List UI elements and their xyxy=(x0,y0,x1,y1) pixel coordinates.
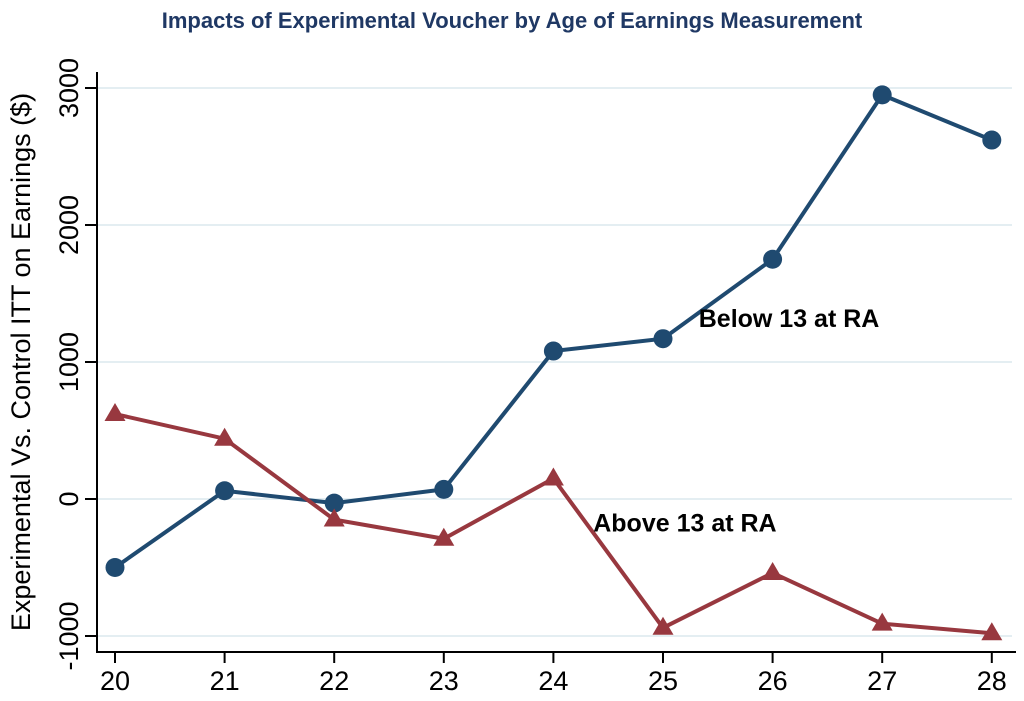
x-tick-label: 20 xyxy=(100,666,130,696)
data-point-circle-below-13-at-ra xyxy=(872,85,892,105)
x-tick-label: 25 xyxy=(648,666,678,696)
chart-title: Impacts of Experimental Voucher by Age o… xyxy=(161,8,863,33)
data-point-triangle-above-13-at-ra xyxy=(871,612,893,631)
y-tick-label: 2000 xyxy=(54,195,84,255)
y-tick-label: 3000 xyxy=(54,58,84,118)
series-label-above-13-at-ra: Above 13 at RA xyxy=(593,509,776,537)
x-tick-label: 23 xyxy=(429,666,459,696)
data-point-circle-below-13-at-ra xyxy=(434,479,454,499)
data-point-circle-below-13-at-ra xyxy=(653,329,673,349)
data-point-triangle-above-13-at-ra xyxy=(981,622,1003,641)
data-point-triangle-above-13-at-ra xyxy=(762,561,784,580)
x-tick-label: 26 xyxy=(758,666,788,696)
data-point-circle-below-13-at-ra xyxy=(543,341,563,361)
data-point-triangle-above-13-at-ra xyxy=(542,467,564,486)
data-point-triangle-above-13-at-ra xyxy=(433,527,455,546)
series-line-above-13-at-ra xyxy=(114,412,992,636)
series-label-below-13-at-ra: Below 13 at RA xyxy=(699,305,880,333)
data-point-triangle-above-13-at-ra xyxy=(214,427,236,446)
chart-generated-layer: -1000 0 1000 2000 3000 20 21 22 23 24 25 26 27 28 Belo… xyxy=(54,58,1016,696)
data-point-triangle-above-13-at-ra xyxy=(652,616,674,635)
data-point-circle-below-13-at-ra xyxy=(763,249,783,269)
data-point-triangle-above-13-at-ra xyxy=(104,403,126,422)
data-point-triangle-above-13-at-ra xyxy=(323,508,345,527)
x-tick-label: 22 xyxy=(319,666,349,696)
x-tick-label: 24 xyxy=(538,666,568,696)
y-tick-label: 1000 xyxy=(54,332,84,392)
data-point-circle-below-13-at-ra xyxy=(324,493,344,513)
x-tick-label: 28 xyxy=(977,666,1007,696)
data-point-circle-below-13-at-ra xyxy=(105,558,125,577)
data-point-circle-below-13-at-ra xyxy=(982,130,1002,150)
data-point-circle-below-13-at-ra xyxy=(215,481,235,501)
x-tick-label: 21 xyxy=(210,666,240,696)
x-tick-label: 27 xyxy=(867,666,897,696)
y-tick-label: 0 xyxy=(54,491,84,506)
y-tick-label: -1000 xyxy=(54,601,84,670)
y-axis-title: Experimental Vs. Control ITT on Earnings… xyxy=(6,93,36,631)
